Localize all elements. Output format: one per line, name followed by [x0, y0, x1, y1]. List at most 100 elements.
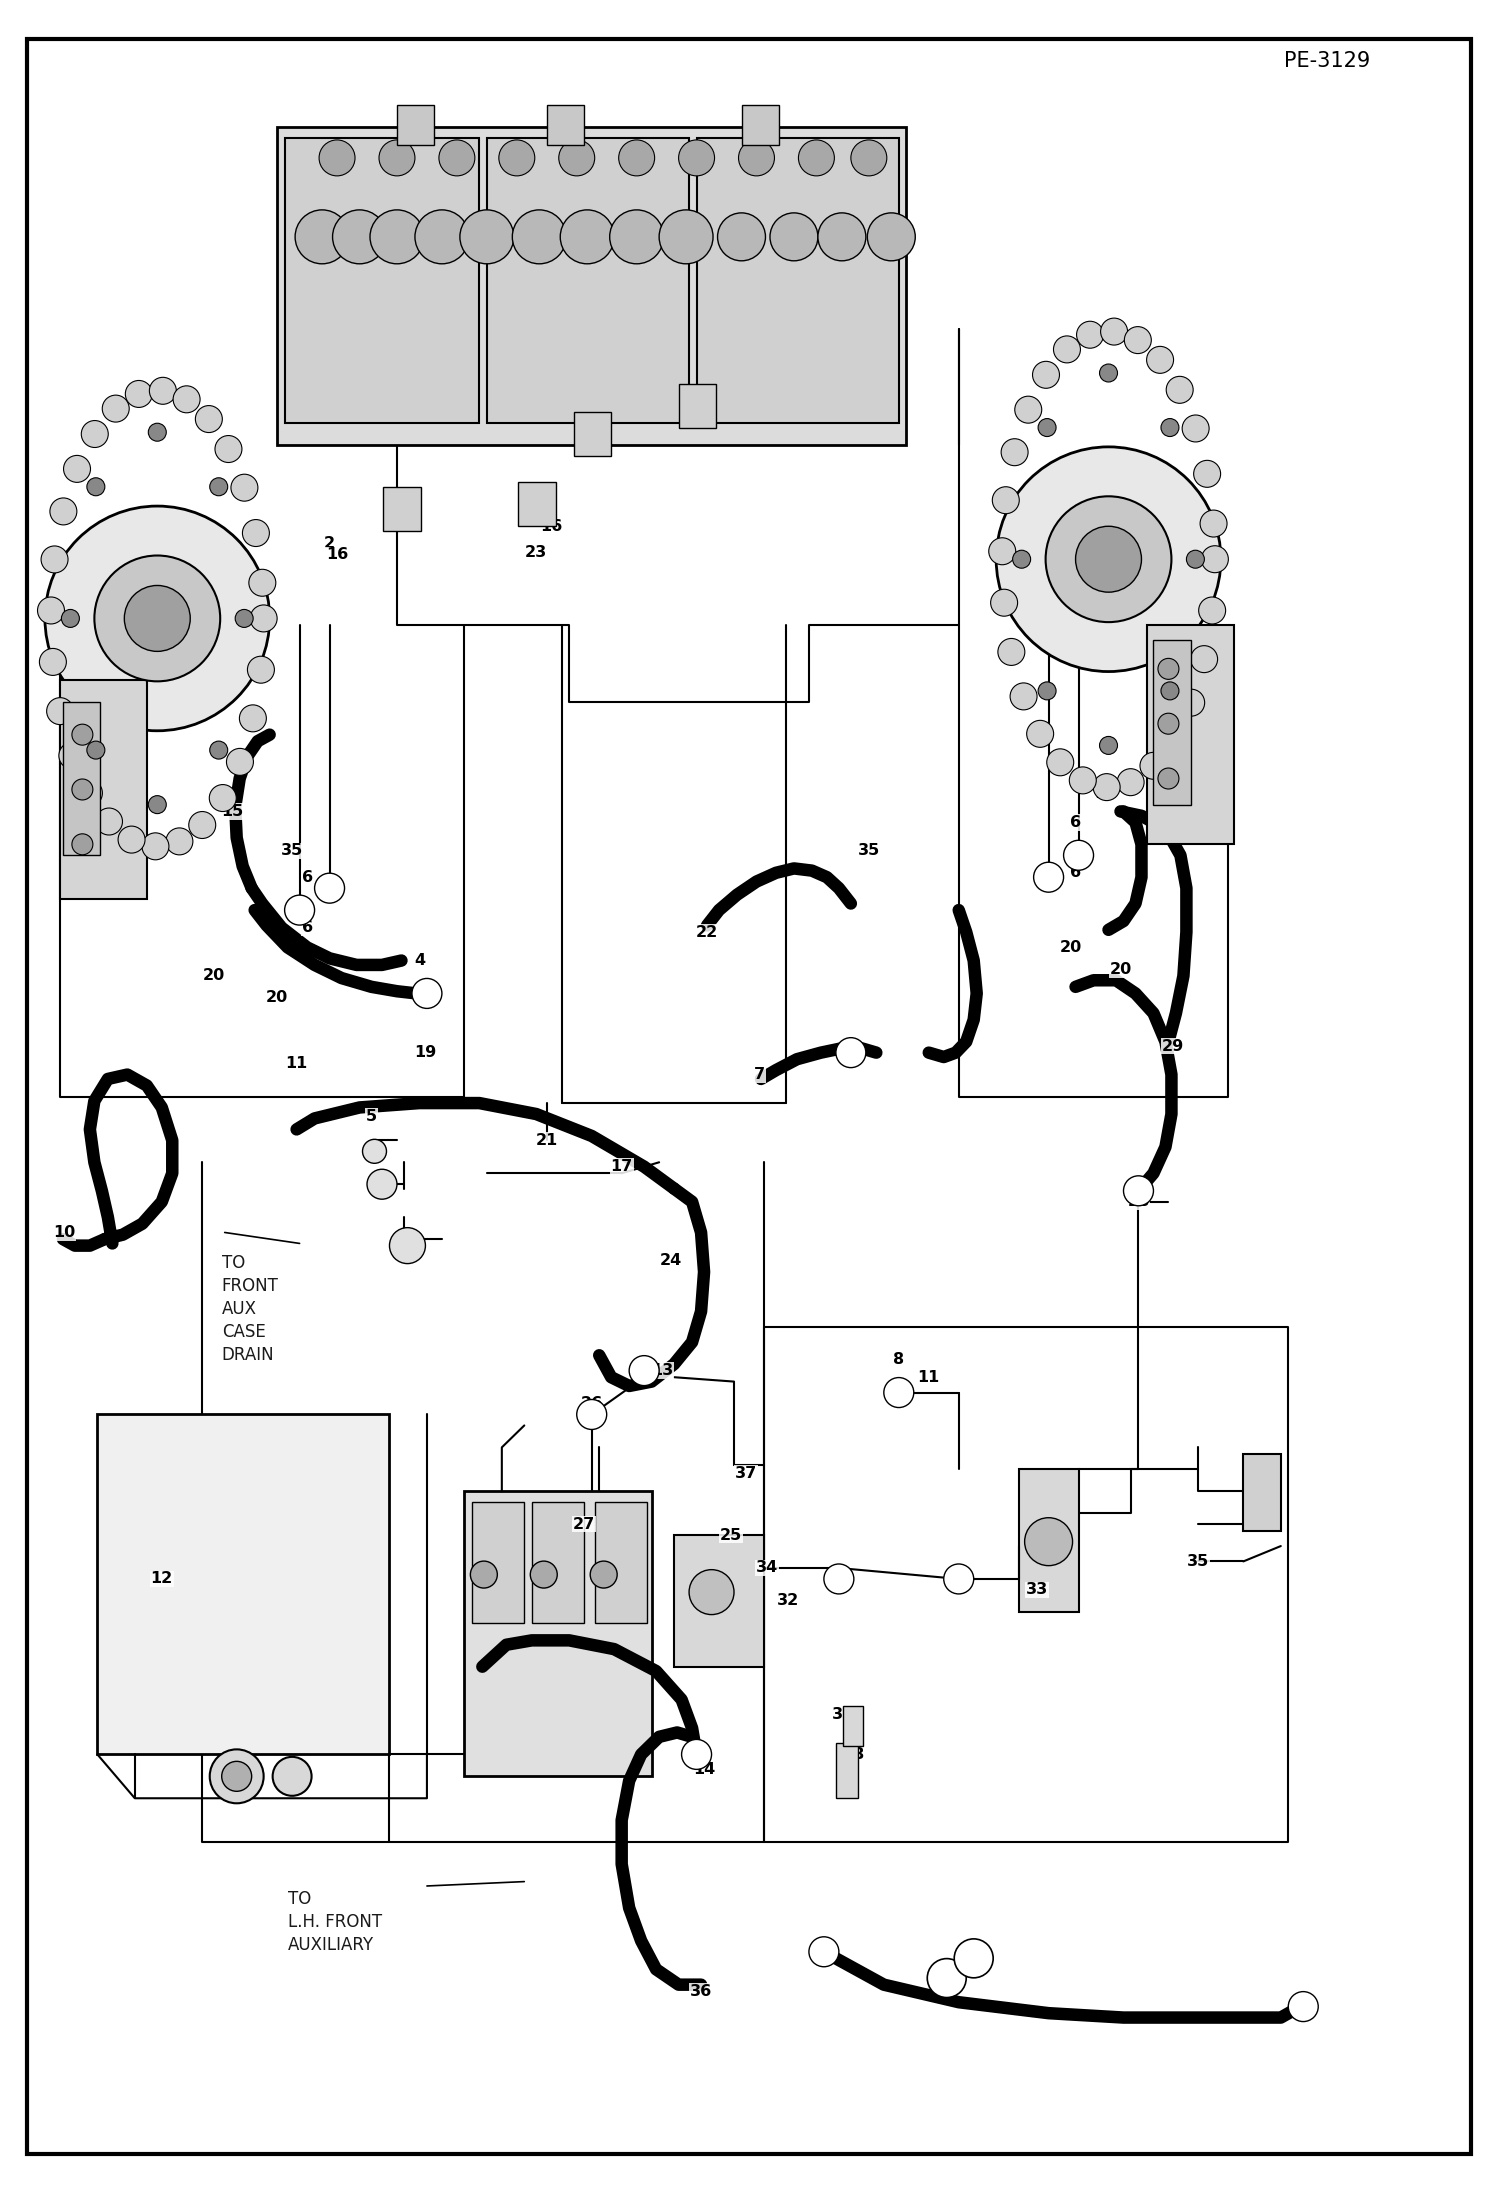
Bar: [383, 487, 421, 531]
Bar: [574, 412, 611, 456]
Circle shape: [809, 1936, 839, 1967]
Circle shape: [150, 377, 177, 404]
Circle shape: [37, 596, 64, 625]
Circle shape: [927, 1958, 966, 1998]
Text: 12: 12: [151, 1572, 172, 1586]
Circle shape: [659, 211, 713, 263]
Circle shape: [824, 1564, 854, 1594]
Text: 28: 28: [1128, 1195, 1149, 1208]
Text: 11: 11: [918, 1371, 939, 1384]
Circle shape: [590, 1561, 617, 1588]
Circle shape: [1094, 774, 1121, 800]
Circle shape: [1288, 1991, 1318, 2022]
Circle shape: [1161, 419, 1179, 436]
Text: 16: 16: [541, 520, 562, 533]
Circle shape: [174, 386, 201, 412]
Bar: [836, 1743, 858, 1798]
Circle shape: [560, 211, 614, 263]
Circle shape: [1025, 1518, 1073, 1566]
Bar: [595, 1502, 647, 1623]
Circle shape: [867, 213, 915, 261]
Circle shape: [1158, 658, 1179, 680]
Circle shape: [49, 498, 76, 524]
Circle shape: [499, 140, 535, 175]
Circle shape: [1201, 546, 1228, 572]
Circle shape: [1100, 364, 1118, 382]
Circle shape: [249, 570, 276, 596]
Circle shape: [96, 807, 123, 836]
Bar: [1243, 1454, 1281, 1531]
Circle shape: [87, 478, 105, 496]
Circle shape: [210, 785, 237, 811]
Bar: [97, 1414, 389, 1754]
Bar: [472, 1502, 524, 1623]
Circle shape: [1200, 511, 1227, 537]
Circle shape: [72, 779, 93, 800]
Circle shape: [1046, 496, 1171, 623]
Circle shape: [629, 1355, 659, 1386]
Circle shape: [1026, 719, 1053, 748]
Circle shape: [87, 741, 105, 759]
Circle shape: [1001, 439, 1028, 465]
Circle shape: [884, 1377, 914, 1408]
Bar: [843, 1706, 863, 1746]
Circle shape: [58, 741, 85, 770]
Bar: [697, 138, 899, 423]
Circle shape: [222, 1761, 252, 1792]
Text: 13: 13: [652, 1364, 673, 1377]
Circle shape: [439, 140, 475, 175]
Text: 6: 6: [301, 921, 313, 934]
Circle shape: [530, 1561, 557, 1588]
Circle shape: [989, 537, 1016, 566]
Circle shape: [210, 1750, 264, 1803]
Text: 19: 19: [415, 1046, 436, 1059]
Circle shape: [75, 779, 102, 807]
Text: 15: 15: [222, 805, 243, 818]
Text: 26: 26: [581, 1397, 602, 1410]
Text: 15: 15: [1095, 787, 1116, 800]
Circle shape: [285, 895, 315, 925]
Circle shape: [1047, 748, 1074, 776]
Text: 6: 6: [1070, 866, 1082, 879]
Circle shape: [1034, 862, 1064, 893]
Circle shape: [1053, 336, 1080, 362]
Text: 32: 32: [777, 1594, 798, 1607]
Bar: [547, 105, 584, 145]
Bar: [285, 138, 479, 423]
Circle shape: [1076, 526, 1141, 592]
Circle shape: [363, 1140, 386, 1162]
Circle shape: [577, 1399, 607, 1430]
Text: 9: 9: [938, 1978, 950, 1991]
Text: 35: 35: [282, 844, 303, 857]
Bar: [397, 105, 434, 145]
Text: TO
FRONT
AUX
CASE
DRAIN: TO FRONT AUX CASE DRAIN: [222, 1254, 279, 1364]
Circle shape: [195, 406, 222, 432]
Circle shape: [1161, 726, 1188, 752]
Text: 38: 38: [843, 1748, 864, 1761]
Bar: [60, 680, 147, 899]
Circle shape: [216, 436, 243, 463]
Bar: [742, 105, 779, 145]
Circle shape: [273, 1757, 312, 1796]
Circle shape: [61, 610, 79, 627]
Text: 20: 20: [267, 991, 288, 1004]
Circle shape: [126, 379, 153, 408]
Circle shape: [210, 478, 228, 496]
Circle shape: [226, 748, 253, 776]
Circle shape: [46, 697, 73, 724]
Bar: [1019, 1469, 1079, 1612]
Circle shape: [94, 555, 220, 682]
Circle shape: [148, 423, 166, 441]
Circle shape: [367, 1169, 397, 1200]
Text: 16: 16: [327, 548, 348, 561]
Circle shape: [1070, 768, 1097, 794]
Circle shape: [45, 507, 270, 730]
Circle shape: [415, 211, 469, 263]
Circle shape: [240, 704, 267, 732]
Text: 23: 23: [526, 546, 547, 559]
Circle shape: [689, 1570, 734, 1614]
Circle shape: [1161, 682, 1179, 700]
Text: PE-3129: PE-3129: [1284, 50, 1371, 72]
Text: 30: 30: [397, 1232, 418, 1246]
Circle shape: [1038, 419, 1056, 436]
